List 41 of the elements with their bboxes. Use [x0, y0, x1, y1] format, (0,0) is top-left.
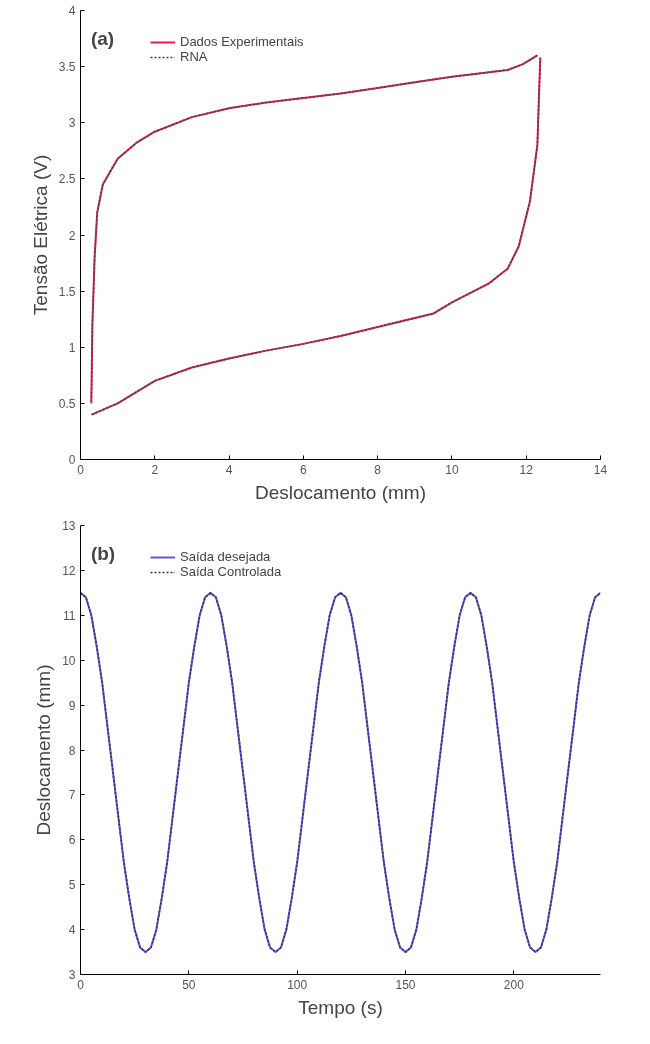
y-axis-title: Deslocamento (mm)	[33, 664, 55, 836]
x-tick-label: 14	[593, 462, 608, 477]
y-tick-label: 2	[68, 228, 76, 243]
y-tick-label: 1	[68, 340, 76, 355]
x-tick-label: 12	[519, 462, 534, 477]
x-tick-label: 150	[395, 977, 416, 992]
x-tick-label: 4	[225, 462, 233, 477]
y-tick-label: 1.5	[58, 284, 76, 299]
text: (b)	[90, 543, 116, 565]
y-tick-label: 0	[68, 453, 76, 467]
x-tick-label: 10	[445, 462, 459, 477]
y-tick-label: 7	[68, 788, 76, 803]
y-tick-label: 2.5	[58, 172, 76, 187]
x-tick-label: 200	[503, 977, 525, 992]
y-tick-label: 6	[68, 833, 76, 848]
legend-label: Saída desejada	[180, 549, 271, 564]
x-axis-title: Deslocamento (mm)	[254, 481, 427, 503]
y-tick-label: 0.5	[58, 396, 76, 411]
y-tick-label: 3.5	[58, 60, 76, 75]
x-tick-label: 8	[374, 462, 382, 477]
y-tick-label: 3	[68, 116, 76, 131]
y-tick-label: 10	[62, 653, 76, 668]
x-tick-label: 2	[151, 462, 159, 477]
y-tick-label: 3	[68, 968, 76, 982]
y-tick-label: 11	[63, 608, 76, 623]
y-axis-title: Tensão Elétrica (V)	[29, 154, 51, 316]
y-tick-label: 8	[68, 743, 76, 758]
legend-label: Saída Controlada	[180, 564, 282, 579]
y-tick-label: 5	[68, 878, 76, 893]
y-tick-label: 4	[68, 923, 76, 938]
x-tick-label: 6	[300, 462, 308, 477]
y-tick-label: 4	[68, 4, 76, 18]
x-tick-label: 50	[182, 977, 196, 992]
x-axis-title: Tempo (s)	[298, 996, 383, 1018]
legend-label: RNA	[180, 49, 208, 64]
y-tick-label: 13	[62, 519, 76, 533]
text: (a)	[90, 28, 115, 50]
x-tick-label: 100	[287, 977, 308, 992]
y-tick-label: 9	[68, 698, 76, 713]
y-tick-label: 12	[62, 563, 76, 578]
legend-label: Dados Experimentais	[180, 34, 304, 49]
